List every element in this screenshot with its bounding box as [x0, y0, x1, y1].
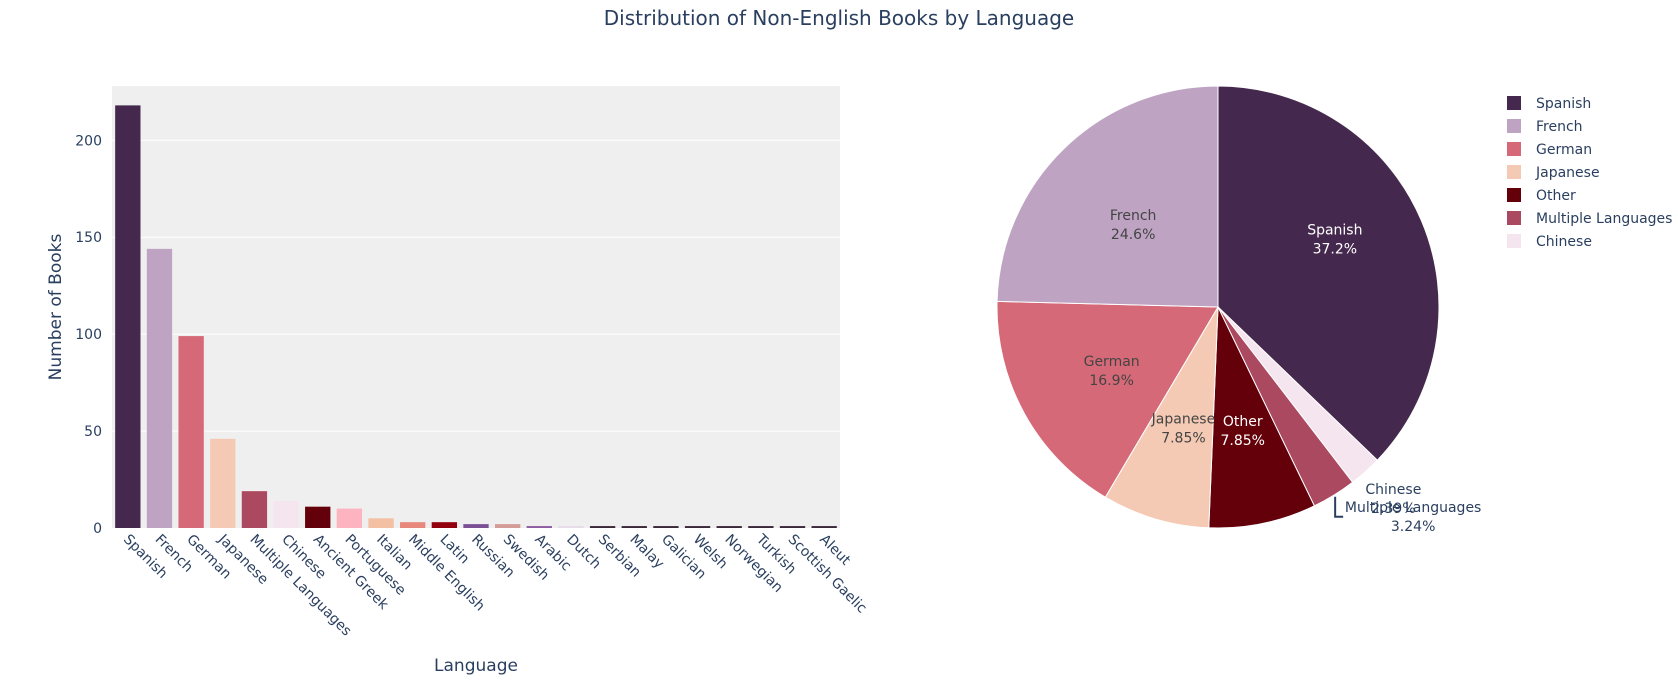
- bar: [273, 500, 299, 528]
- bar: [684, 526, 711, 528]
- bar-y-tick-label: 200: [75, 133, 102, 149]
- pie-slice-label: Other: [1223, 414, 1263, 430]
- bar-gridlines: [112, 139, 840, 432]
- legend-label: Chinese: [1536, 234, 1592, 250]
- pie-slice: [996, 85, 1219, 308]
- pie-slice-percent: 2.39%: [1371, 501, 1415, 517]
- legend-label: Spanish: [1536, 96, 1591, 112]
- bar: [210, 438, 236, 528]
- bar: [494, 524, 521, 528]
- legend-item[interactable]: Spanish: [1507, 96, 1591, 112]
- legend-label: Other: [1536, 188, 1576, 204]
- bar: [241, 491, 268, 528]
- bar-y-tick-labels: 0 50 100 150 200: [75, 133, 102, 537]
- pie-slice-label: Chinese: [1365, 482, 1421, 498]
- bar: [463, 524, 489, 528]
- bar: [621, 526, 647, 528]
- pie-slice-label: German: [1084, 354, 1140, 370]
- bar: [115, 105, 141, 529]
- pie-slice-percent: 16.9%: [1089, 373, 1133, 389]
- legend-swatch: [1507, 211, 1521, 225]
- pie-legend: Spanish French German Japanese Other Multiple…: [1507, 96, 1672, 250]
- bar: [558, 526, 584, 528]
- pie-slice-percent: 7.85%: [1161, 431, 1205, 447]
- legend-item[interactable]: Other: [1507, 188, 1576, 204]
- legend-label: Multiple Languages: [1536, 211, 1672, 227]
- pie-slice-label: Spanish: [1307, 222, 1362, 238]
- chart-title: Distribution of Non-English Books by Lan…: [604, 6, 1074, 30]
- bar: [305, 506, 331, 528]
- bar: [368, 518, 394, 528]
- pie-slice-percent: 24.6%: [1111, 227, 1155, 243]
- legend-item[interactable]: Multiple Languages: [1507, 211, 1672, 227]
- bar-x-axis-title: Language: [434, 656, 518, 676]
- bar: [811, 526, 837, 528]
- bar-series: [115, 105, 837, 529]
- legend-label: German: [1536, 142, 1592, 158]
- bar: [178, 336, 204, 528]
- legend-swatch: [1507, 119, 1521, 133]
- legend-label: French: [1536, 119, 1583, 135]
- bar-y-tick-label: 50: [84, 424, 102, 440]
- pie-slice-label: Japanese: [1151, 412, 1216, 428]
- bar: [716, 526, 742, 528]
- bar: [653, 526, 679, 528]
- bar-y-tick-label: 150: [75, 230, 102, 246]
- pie-slice-label: French: [1110, 208, 1157, 224]
- bar-y-tick-label: 100: [75, 327, 102, 343]
- legend-item[interactable]: French: [1507, 119, 1583, 135]
- pie-chart: Spanish 37.2% Chinese 2.39%Multiple Languag…: [996, 85, 1482, 535]
- pie-slice: [996, 300, 1219, 498]
- bar: [146, 248, 173, 528]
- pie-slice: [1217, 85, 1440, 461]
- bar: [336, 508, 363, 528]
- legend-item[interactable]: Chinese: [1507, 234, 1592, 250]
- pie-leader-line: [1334, 496, 1344, 518]
- pie-slice-labels: Spanish 37.2% Chinese 2.39%Multiple Languag…: [1084, 208, 1482, 535]
- bar: [400, 522, 426, 528]
- bar-chart: 0 50 100 150 200 SpanishFrenchGermanJapanese…: [46, 86, 870, 676]
- legend-item[interactable]: Japanese: [1507, 165, 1600, 181]
- pie-slice-percent: 37.2%: [1313, 241, 1357, 257]
- bar: [431, 522, 458, 528]
- bar: [748, 526, 774, 528]
- pie-slice: [1208, 306, 1316, 529]
- bar-y-axis-title: Number of Books: [46, 234, 66, 381]
- pie-slice-percent: 7.85%: [1220, 433, 1264, 449]
- legend-item[interactable]: German: [1507, 142, 1592, 158]
- bar: [779, 526, 806, 528]
- legend-swatch: [1507, 234, 1521, 248]
- pie-slices: [996, 85, 1440, 529]
- legend-swatch: [1507, 142, 1521, 156]
- legend-swatch: [1507, 96, 1521, 110]
- legend-swatch: [1507, 188, 1521, 202]
- pie-slice-percent: 3.24%: [1391, 519, 1435, 535]
- pie-slice-label: Multiple Languages: [1345, 500, 1481, 516]
- bar: [526, 526, 552, 528]
- bar-y-tick-label: 0: [93, 521, 102, 537]
- pie-slice: [1104, 306, 1219, 529]
- legend-label: Japanese: [1535, 165, 1600, 181]
- legend-swatch: [1507, 165, 1521, 179]
- bar: [589, 526, 616, 528]
